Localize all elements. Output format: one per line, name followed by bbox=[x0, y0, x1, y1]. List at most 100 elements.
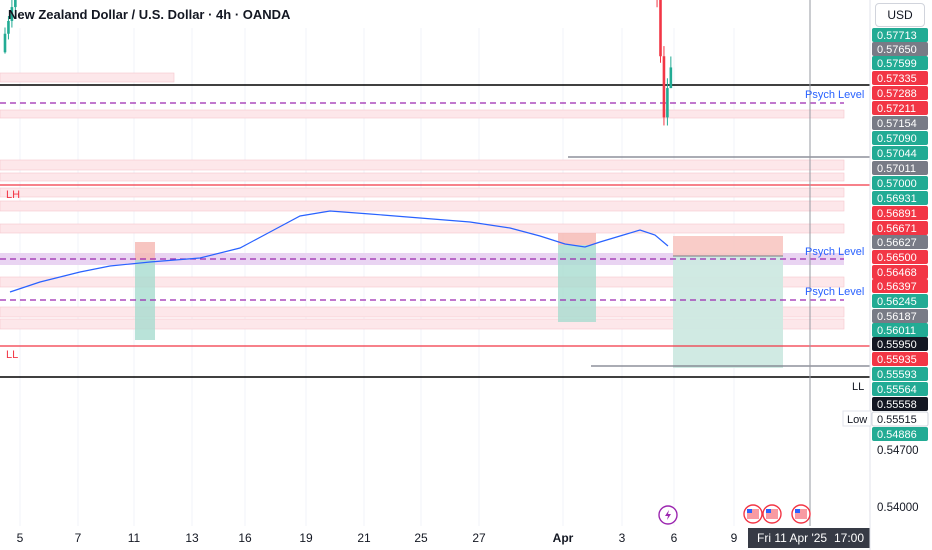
price-tag bbox=[872, 337, 928, 351]
price-tag-label: 0.57090 bbox=[877, 133, 917, 145]
price-tag-label: 0.55935 bbox=[877, 354, 917, 366]
zone-band bbox=[0, 306, 845, 318]
x-tick-label: 21 bbox=[357, 531, 371, 545]
zone-band bbox=[0, 172, 845, 182]
zone-band bbox=[0, 276, 845, 288]
x-tick-label: 5 bbox=[17, 531, 24, 545]
price-tag bbox=[872, 206, 928, 220]
price-tag bbox=[872, 382, 928, 396]
price-tag-label: 0.56245 bbox=[877, 296, 917, 308]
candle-body bbox=[7, 20, 10, 34]
price-tag bbox=[872, 265, 928, 279]
price-tag-label: 0.57599 bbox=[877, 58, 917, 70]
price-tag-label: 0.57335 bbox=[877, 73, 917, 85]
price-tag bbox=[872, 397, 928, 411]
candle-body bbox=[3, 33, 7, 53]
price-tag-label: 0.56468 bbox=[877, 267, 917, 279]
crosshair-clock-label: 17:00 bbox=[834, 531, 864, 545]
x-tick-label: 3 bbox=[619, 531, 626, 545]
candle-body bbox=[666, 88, 669, 118]
zone-band bbox=[0, 318, 845, 330]
x-tick-label: 16 bbox=[238, 531, 252, 545]
short-target-box bbox=[558, 245, 596, 322]
short-stop-box bbox=[673, 236, 783, 256]
annotation-label: LH bbox=[6, 189, 20, 201]
zone-band bbox=[0, 159, 845, 171]
price-tag-label: 0.57011 bbox=[877, 163, 916, 175]
price-tag bbox=[872, 250, 928, 264]
price-tag bbox=[872, 28, 928, 42]
lightning-icon bbox=[658, 505, 678, 525]
x-tick-label: 13 bbox=[185, 531, 199, 545]
price-tag-label: 0.56011 bbox=[877, 325, 916, 337]
annotation-label: Psych Level bbox=[805, 286, 864, 298]
price-tag-label: 0.57000 bbox=[877, 178, 917, 190]
x-tick-label: 6 bbox=[671, 531, 678, 545]
price-tag-label: 0.56187 bbox=[877, 311, 917, 323]
price-tag bbox=[872, 86, 928, 100]
annotation-label: LL bbox=[6, 349, 18, 361]
price-tag-label: 0.57154 bbox=[877, 118, 917, 130]
price-tag-label: 0.56891 bbox=[877, 208, 917, 220]
price-tag bbox=[872, 427, 928, 441]
candles bbox=[3, 0, 673, 126]
candle-body bbox=[10, 7, 14, 21]
currency-button[interactable]: USD bbox=[875, 3, 925, 27]
zone-band bbox=[0, 72, 175, 83]
price-tag-label: 0.55593 bbox=[877, 369, 917, 381]
price-tag-label: 0.56500 bbox=[877, 252, 917, 264]
x-tick-label: Apr bbox=[553, 531, 574, 545]
price-tag-label: 0.57211 bbox=[877, 103, 916, 115]
price-tag bbox=[872, 176, 928, 190]
x-tick-label: 11 bbox=[128, 531, 141, 545]
price-tag bbox=[872, 235, 928, 249]
zone-band bbox=[0, 187, 845, 198]
price-tag bbox=[872, 131, 928, 145]
price-tag bbox=[872, 191, 928, 205]
price-tag-label: 0.56397 bbox=[877, 281, 917, 293]
x-tick-label: 19 bbox=[299, 531, 313, 545]
candle-body bbox=[669, 67, 673, 89]
price-tag bbox=[872, 294, 928, 308]
price-tag bbox=[872, 101, 928, 115]
short-stop-box bbox=[558, 233, 596, 245]
us-flag-icon bbox=[762, 504, 782, 524]
price-tag bbox=[872, 309, 928, 323]
low-side-label: Low bbox=[847, 414, 867, 426]
y-tick-label: 0.54700 bbox=[877, 445, 919, 457]
short-target-box bbox=[673, 256, 783, 368]
price-tag-label: 0.55950 bbox=[877, 339, 917, 351]
us-flag-icon bbox=[791, 504, 811, 524]
price-tag-label: 0.57650 bbox=[877, 44, 917, 56]
short-stop-box bbox=[135, 242, 155, 260]
crosshair-time-box bbox=[748, 528, 870, 548]
price-tag-label: 0.56627 bbox=[877, 237, 917, 249]
price-tag-label: 0.54886 bbox=[877, 429, 917, 441]
chart-title: New Zealand Dollar / U.S. Dollar · 4h · … bbox=[8, 7, 291, 22]
price-tag bbox=[871, 411, 929, 427]
price-tag bbox=[872, 279, 928, 293]
x-tick-label: 27 bbox=[472, 531, 486, 545]
candle-body bbox=[662, 56, 666, 118]
price-tag bbox=[872, 146, 928, 160]
price-tag-label: 0.57288 bbox=[877, 88, 917, 100]
annotation-label: Psych Level bbox=[805, 246, 864, 258]
price-tag bbox=[872, 42, 928, 56]
price-tag-label: 0.55515 bbox=[877, 414, 917, 426]
zone-band bbox=[0, 109, 845, 119]
price-tag-label: 0.57044 bbox=[877, 148, 917, 160]
us-flag-icon bbox=[743, 504, 763, 524]
price-tag bbox=[872, 161, 928, 175]
x-tick-label: 7 bbox=[75, 531, 82, 545]
candle-body bbox=[659, 0, 662, 57]
ll-side-label: LL bbox=[852, 381, 864, 393]
price-tag-label: 0.56671 bbox=[877, 223, 917, 235]
price-tag bbox=[872, 116, 928, 130]
low-label-box bbox=[842, 410, 872, 427]
price-tag-label: 0.55558 bbox=[877, 399, 917, 411]
zone-band bbox=[0, 223, 845, 234]
price-tag bbox=[872, 56, 928, 70]
price-tag bbox=[872, 221, 928, 235]
y-tick-label: 0.54000 bbox=[877, 502, 919, 514]
